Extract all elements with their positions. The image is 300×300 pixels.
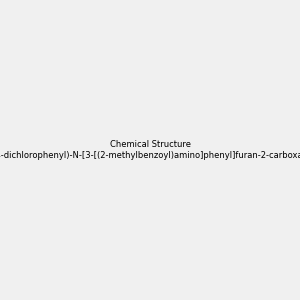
Text: Chemical Structure
5-(3,4-dichlorophenyl)-N-[3-[(2-methylbenzoyl)amino]phenyl]fu: Chemical Structure 5-(3,4-dichlorophenyl… (0, 140, 300, 160)
